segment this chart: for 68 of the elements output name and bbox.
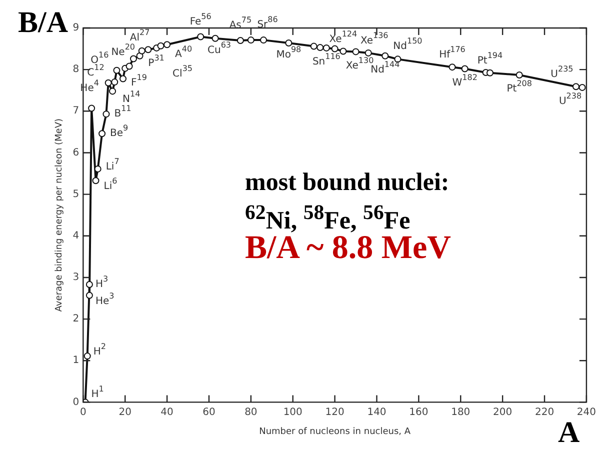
point [86,281,93,288]
y-tick-label: 3 [72,272,80,284]
point [164,41,171,48]
x-tick-label: 40 [160,406,174,418]
point [126,62,133,70]
point [382,52,389,60]
point [92,177,100,184]
y-tick-label: 0 [72,396,80,408]
point [102,110,110,118]
x-tick-label: 180 [451,406,470,418]
text: A [558,416,580,449]
point [486,69,494,76]
point [98,130,106,138]
annotation: most bound nuclei: [245,169,450,196]
point [236,36,244,44]
annotation: $^{62}$Ni, $^{58}$Fe, $^{56}$Fe [245,200,410,234]
point [111,78,118,86]
point [461,65,468,72]
y-tick-label: 2 [72,314,80,325]
point [316,44,324,52]
point [212,34,219,42]
x-tick-label: 60 [202,406,216,418]
x-tick-label: 0 [80,406,86,418]
point [86,292,93,299]
point [109,88,116,95]
y-tick-label: 8 [72,64,80,76]
point [352,48,360,56]
y-axis-title: Average binding energy per nucleon (MeV) [54,118,65,312]
y-tick-label: 1 [72,355,80,366]
y-tick-label: 4 [72,230,80,242]
text: B/A [18,6,68,39]
x-tick-label: 80 [244,406,258,418]
x-tick-label: 220 [534,406,554,418]
point [88,104,96,112]
point [364,49,372,56]
x-tick-label: 120 [325,406,344,418]
point [578,84,586,91]
point [285,39,292,46]
point [130,55,137,62]
point [572,83,580,90]
point [260,36,268,44]
point [94,165,102,172]
point [157,42,164,50]
x-tick-label: 100 [283,406,302,418]
point [84,352,91,360]
y-tick-label: 5 [72,188,80,200]
x-tick-label: 20 [118,406,132,418]
point [138,47,146,54]
point [322,44,330,52]
point [104,79,112,86]
point [310,42,318,50]
x-tick-label: 140 [367,406,386,418]
y-tick-label: 6 [72,147,80,158]
x-tick-label: 240 [576,406,596,418]
point [340,48,347,55]
x-axis-title: Number of nucleons in nucleus, A [259,426,412,437]
point [448,64,456,71]
x-tick-label: 200 [493,406,512,418]
point [197,33,204,40]
point [113,66,120,74]
x-tick-label: 160 [409,406,428,418]
y-tick-label: 9 [72,22,80,34]
point [516,71,523,78]
point [331,45,338,52]
y-tick-label: 7 [72,106,80,117]
point [247,36,254,44]
point [120,75,127,82]
point [144,46,152,54]
